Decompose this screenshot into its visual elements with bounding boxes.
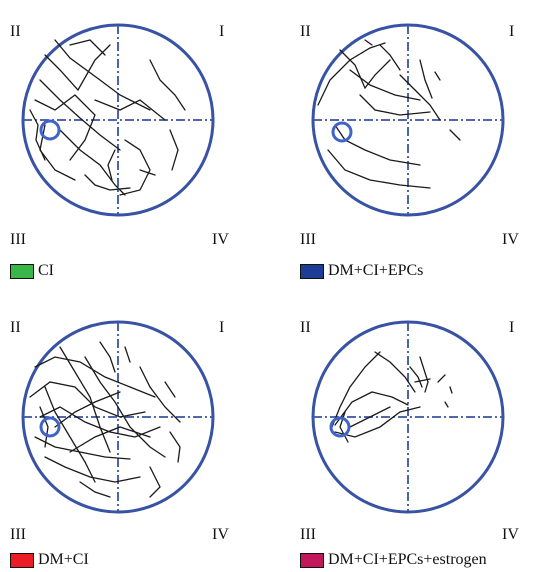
- legend-swatch: [300, 263, 324, 279]
- trial-panel-dm-ci-epcs: II I III IV DM+CI+EPCs: [290, 0, 550, 285]
- quadrant-label-iv: IV: [212, 526, 229, 543]
- pool-diagram: [21, 23, 215, 217]
- pool-diagram: [21, 320, 215, 514]
- legend-dm-ci: DM+CI: [10, 550, 89, 570]
- quadrant-label-iii: III: [300, 231, 316, 248]
- swim-path: [317, 39, 461, 189]
- quadrant-label-ii: II: [300, 319, 311, 336]
- quadrant-label-ii: II: [300, 23, 311, 40]
- quadrant-label-iii: III: [10, 526, 26, 543]
- legend-ci: CI: [10, 261, 54, 281]
- quadrant-label-i: I: [219, 23, 225, 40]
- platform-circle: [331, 121, 353, 143]
- swim-path: [29, 341, 181, 498]
- quadrant-label-iii: III: [10, 231, 26, 248]
- legend-label: DM+CI+EPCs: [328, 262, 424, 279]
- quadrant-label-iv: IV: [502, 231, 519, 248]
- legend-label: CI: [38, 262, 54, 279]
- legend-swatch: [10, 552, 34, 568]
- platform-circle: [39, 119, 61, 141]
- trial-panel-dm-ci-epcs-estrogen: II I III IV DM+CI+EPCs+estrogen: [290, 287, 550, 572]
- legend-dm-ci-epcs-estrogen: DM+CI+EPCs+estrogen: [300, 550, 487, 570]
- trial-panel-dm-ci: II I III IV DM+CI: [0, 287, 270, 572]
- trial-panel-ci: II I III IV CI: [0, 0, 270, 285]
- legend-dm-ci-epcs: DM+CI+EPCs: [300, 261, 423, 281]
- pool-diagram: [311, 23, 505, 217]
- quadrant-label-i: I: [219, 319, 225, 336]
- legend-label: DM+CI: [38, 551, 89, 568]
- pool-diagram: [311, 320, 505, 514]
- platform-circle: [329, 416, 351, 438]
- swim-path: [29, 39, 186, 196]
- quadrant-label-iv: IV: [502, 526, 519, 543]
- quadrant-label-ii: II: [10, 23, 21, 40]
- quadrant-label-i: I: [509, 23, 515, 40]
- legend-swatch: [300, 552, 324, 568]
- legend-label: DM+CI+EPCs+estrogen: [328, 551, 487, 568]
- quadrant-label-ii: II: [10, 319, 21, 336]
- quadrant-label-iii: III: [300, 526, 316, 543]
- quadrant-label-iv: IV: [212, 231, 229, 248]
- quadrant-label-i: I: [509, 319, 515, 336]
- platform-circle: [39, 416, 61, 438]
- swim-path: [331, 351, 453, 443]
- legend-swatch: [10, 263, 34, 279]
